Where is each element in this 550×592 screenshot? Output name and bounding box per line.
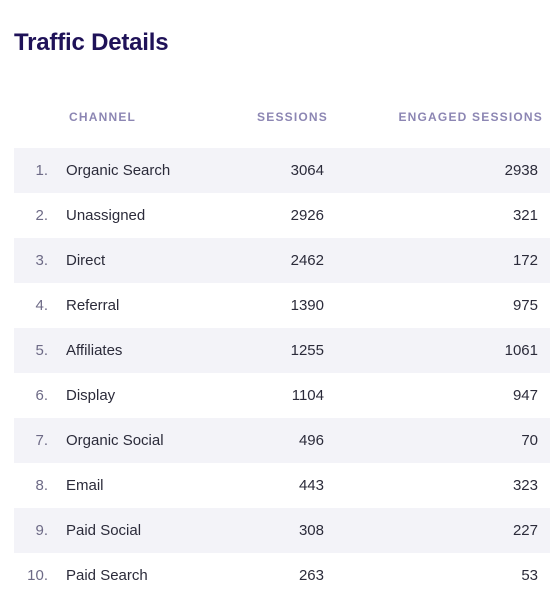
row-engaged-sessions: 2938	[504, 162, 538, 179]
row-sessions: 2462	[290, 252, 324, 269]
row-channel: Direct	[66, 252, 106, 269]
row-rank: 7.	[35, 432, 48, 449]
row-channel: Unassigned	[66, 207, 146, 224]
row-engaged-sessions: 70	[521, 432, 538, 449]
row-channel: Paid Search	[66, 567, 148, 584]
row-sessions: 1255	[290, 342, 324, 359]
row-sessions: 443	[298, 477, 324, 494]
row-rank: 4.	[35, 297, 48, 314]
row-engaged-sessions: 227	[512, 522, 538, 539]
row-sessions: 263	[298, 567, 324, 584]
row-sessions: 1390	[290, 297, 324, 314]
row-rank: 9.	[35, 522, 48, 539]
row-rank: 8.	[35, 477, 48, 494]
row-sessions: 1104	[291, 387, 324, 404]
row-rank: 5.	[35, 342, 48, 359]
row-rank: 3.	[35, 252, 48, 269]
table-row: 8. Email 443 323	[14, 463, 550, 508]
row-sessions: 308	[298, 522, 324, 539]
table-row: 10. Paid Search 263 53	[14, 553, 550, 592]
row-channel: Referral	[66, 297, 120, 314]
table-row: 1. Organic Search 3064 2938	[14, 148, 550, 193]
row-channel: Affiliates	[66, 342, 123, 359]
row-sessions: 3064	[290, 162, 324, 179]
page-title: Traffic Details	[14, 29, 169, 56]
row-sessions: 2926	[290, 207, 324, 224]
table-row: 3. Direct 2462 172	[14, 238, 550, 283]
row-engaged-sessions: 172	[512, 252, 538, 269]
table-row: 6. Display 1104 947	[14, 373, 550, 418]
row-engaged-sessions: 53	[521, 567, 538, 584]
row-rank: 1.	[35, 162, 48, 179]
row-channel: Display	[66, 387, 116, 404]
column-header-engaged-sessions[interactable]: ENGAGED SESSIONS	[398, 110, 543, 124]
row-engaged-sessions: 323	[512, 477, 538, 494]
row-engaged-sessions: 975	[512, 297, 538, 314]
table-row: 9. Paid Social 308 227	[14, 508, 550, 553]
row-rank: 10.	[27, 567, 48, 584]
row-engaged-sessions: 947	[512, 387, 538, 404]
row-sessions: 496	[298, 432, 324, 449]
table-row: 4. Referral 1390 975	[14, 283, 550, 328]
row-channel: Organic Search	[66, 162, 171, 179]
row-rank: 2.	[35, 207, 48, 224]
column-header-sessions[interactable]: SESSIONS	[257, 110, 328, 124]
column-header-channel[interactable]: CHANNEL	[69, 110, 137, 124]
traffic-table: 1. Organic Search 3064 2938 2. Unassigne…	[14, 148, 550, 592]
table-row: 2. Unassigned 2926 321	[14, 193, 550, 238]
row-engaged-sessions: 1061	[504, 342, 538, 359]
row-rank: 6.	[35, 387, 48, 404]
table-row: 7. Organic Social 496 70	[14, 418, 550, 463]
row-engaged-sessions: 321	[512, 207, 538, 224]
row-channel: Email	[66, 477, 104, 494]
row-channel: Paid Social	[66, 522, 142, 539]
table-row: 5. Affiliates 1255 1061	[14, 328, 550, 373]
table-header: CHANNEL SESSIONS ENGAGED SESSIONS	[14, 110, 550, 126]
row-channel: Organic Social	[66, 432, 164, 449]
